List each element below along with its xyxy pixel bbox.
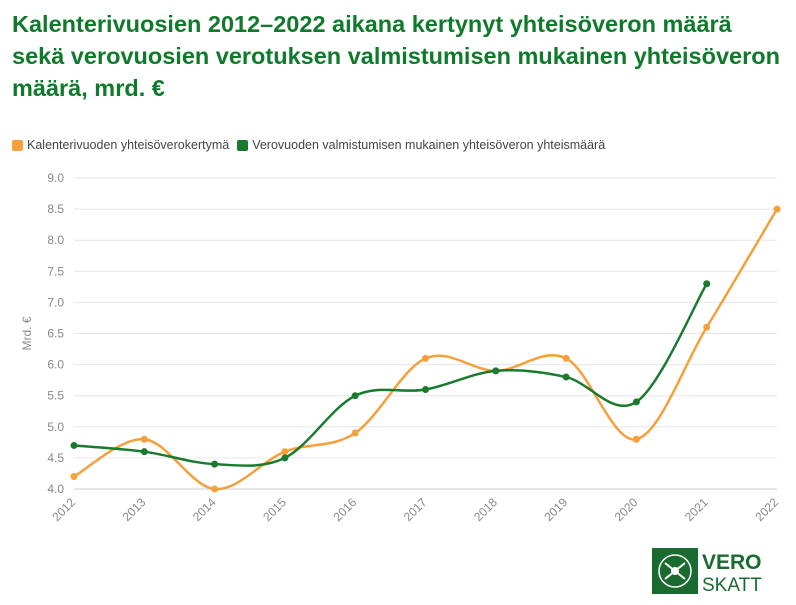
y-tick-label: 8.0: [47, 233, 64, 247]
data-point-series-0[interactable]: [70, 473, 78, 481]
x-tick-label: 2014: [190, 495, 219, 524]
y-tick-label: 6.0: [47, 358, 64, 372]
x-tick-label: 2017: [401, 495, 430, 524]
x-tick-label: 2020: [612, 495, 641, 524]
data-point-series-0[interactable]: [703, 323, 711, 331]
data-point-series-1[interactable]: [492, 367, 500, 375]
data-point-series-0[interactable]: [773, 205, 781, 213]
y-tick-label: 7.5: [47, 264, 64, 278]
data-point-series-1[interactable]: [351, 392, 359, 400]
data-point-series-0[interactable]: [351, 429, 359, 437]
data-point-series-0[interactable]: [211, 485, 219, 493]
legend-swatch-green: [237, 139, 249, 151]
data-point-series-1[interactable]: [562, 373, 570, 381]
data-point-series-0[interactable]: [632, 435, 640, 443]
series-line-1: [73, 283, 708, 467]
y-tick-label: 9.0: [47, 171, 64, 185]
vero-skatt-logo: VERO SKATT: [652, 548, 762, 594]
y-tick-label: 6.5: [47, 327, 64, 341]
y-tick-label: 4.5: [47, 451, 64, 465]
legend: Kalenterivuoden yhteisöverokertymä Verov…: [12, 136, 613, 154]
data-point-series-1[interactable]: [422, 385, 429, 393]
data-point-series-1[interactable]: [70, 441, 78, 449]
logo-emblem-ring: [658, 554, 692, 588]
x-tick-label: 2021: [682, 495, 711, 524]
y-tick-label: 5.5: [47, 389, 64, 403]
x-tick-label: 2012: [49, 495, 78, 524]
logo-text-vero: VERO: [702, 551, 762, 574]
data-point-series-1[interactable]: [281, 454, 289, 462]
y-tick-label: 4.0: [47, 482, 64, 496]
series-line-0: [73, 208, 779, 491]
x-tick-label: 2013: [120, 495, 149, 524]
x-tick-label: 2022: [752, 495, 781, 524]
legend-swatch-orange: [12, 139, 23, 151]
legend-item-orange[interactable]: Kalenterivuoden yhteisöverokertymä: [12, 138, 229, 152]
data-point-series-1[interactable]: [632, 398, 640, 406]
y-axis-label: Mrd. €: [20, 316, 34, 350]
data-point-series-0[interactable]: [562, 354, 570, 362]
logo-emblem-center: [671, 567, 679, 575]
data-point-series-1[interactable]: [211, 460, 219, 468]
x-tick-label: 2018: [471, 495, 500, 524]
x-tick-label: 2015: [260, 495, 289, 524]
x-tick-label: 2019: [541, 495, 570, 524]
legend-item-green[interactable]: Verovuoden valmistumisen mukainen yhteis…: [237, 138, 605, 152]
y-tick-label: 8.5: [47, 202, 64, 216]
y-tick-label: 7.0: [47, 295, 64, 309]
legend-label-green: Verovuoden valmistumisen mukainen yhteis…: [252, 138, 606, 152]
logo-text-skatt: SKATT: [702, 575, 762, 594]
data-point-series-1[interactable]: [140, 448, 148, 456]
legend-label-orange: Kalenterivuoden yhteisöverokertymä: [27, 138, 230, 152]
data-point-series-0[interactable]: [281, 448, 289, 456]
data-point-series-0[interactable]: [140, 435, 148, 443]
data-point-series-0[interactable]: [422, 354, 429, 362]
x-tick-label: 2016: [331, 495, 360, 524]
y-tick-label: 5.0: [47, 420, 64, 434]
data-point-series-1[interactable]: [703, 280, 711, 288]
chart-title: Kalenterivuosien 2012–2022 aikana kertyn…: [12, 11, 780, 101]
